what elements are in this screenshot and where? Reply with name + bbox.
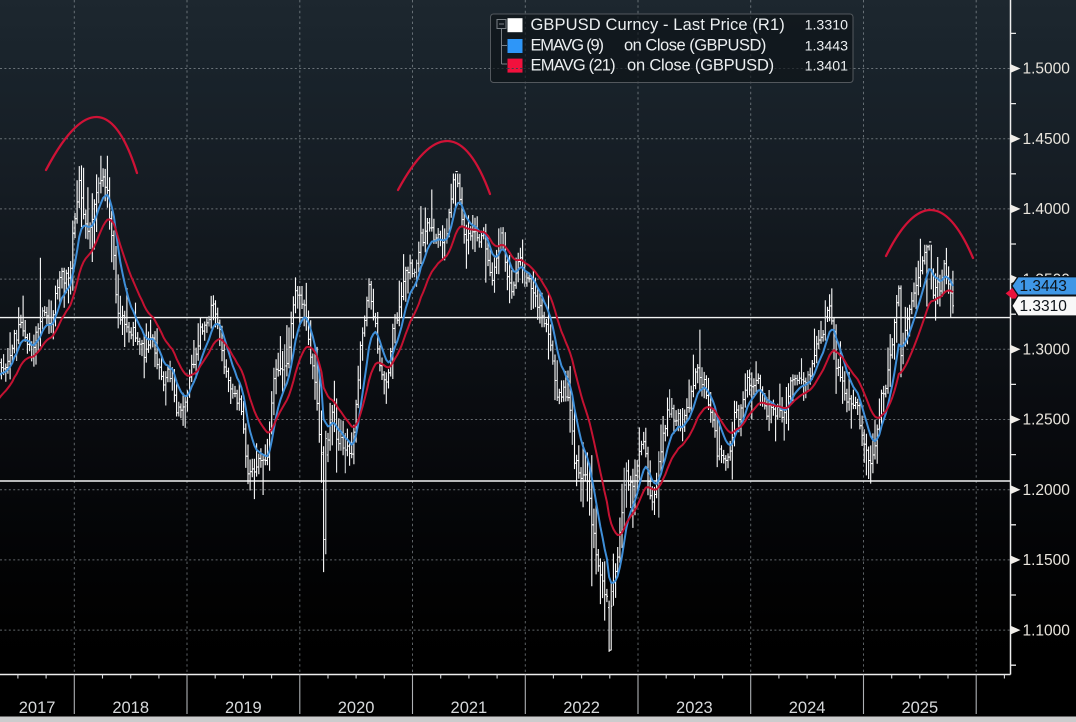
svg-text:1.3401: 1.3401 bbox=[805, 58, 849, 74]
svg-text:1.3000: 1.3000 bbox=[1023, 342, 1071, 359]
svg-text:1.2000: 1.2000 bbox=[1023, 482, 1071, 499]
svg-text:EMAVG (21): EMAVG (21) bbox=[531, 56, 616, 74]
svg-text:1.4000: 1.4000 bbox=[1023, 201, 1071, 218]
svg-text:1.5000: 1.5000 bbox=[1023, 61, 1071, 78]
svg-text:1.1000: 1.1000 bbox=[1023, 622, 1071, 639]
svg-text:2023: 2023 bbox=[676, 699, 713, 717]
svg-text:1.3310: 1.3310 bbox=[1020, 298, 1068, 315]
svg-text:2019: 2019 bbox=[225, 699, 262, 717]
svg-text:1.3443: 1.3443 bbox=[1020, 278, 1067, 295]
svg-text:1.3443: 1.3443 bbox=[805, 38, 849, 54]
svg-text:GBPUSD Curncy - Last Price (R1: GBPUSD Curncy - Last Price (R1) bbox=[531, 16, 785, 34]
svg-text:2017: 2017 bbox=[19, 699, 56, 717]
svg-text:2020: 2020 bbox=[338, 699, 375, 717]
svg-text:2018: 2018 bbox=[112, 699, 149, 717]
svg-text:1.2500: 1.2500 bbox=[1023, 412, 1071, 429]
svg-text:2022: 2022 bbox=[563, 699, 600, 717]
svg-text:on Close (GBPUSD): on Close (GBPUSD) bbox=[627, 56, 774, 74]
svg-text:2024: 2024 bbox=[789, 699, 826, 717]
svg-text:1.1500: 1.1500 bbox=[1023, 552, 1071, 569]
svg-text:EMAVG (9): EMAVG (9) bbox=[531, 37, 604, 55]
svg-text:1.3310: 1.3310 bbox=[805, 18, 849, 34]
svg-text:2021: 2021 bbox=[451, 699, 488, 717]
svg-text:2025: 2025 bbox=[901, 699, 938, 717]
svg-text:1.4500: 1.4500 bbox=[1023, 131, 1071, 148]
svg-text:on Close (GBPUSD): on Close (GBPUSD) bbox=[624, 37, 766, 55]
